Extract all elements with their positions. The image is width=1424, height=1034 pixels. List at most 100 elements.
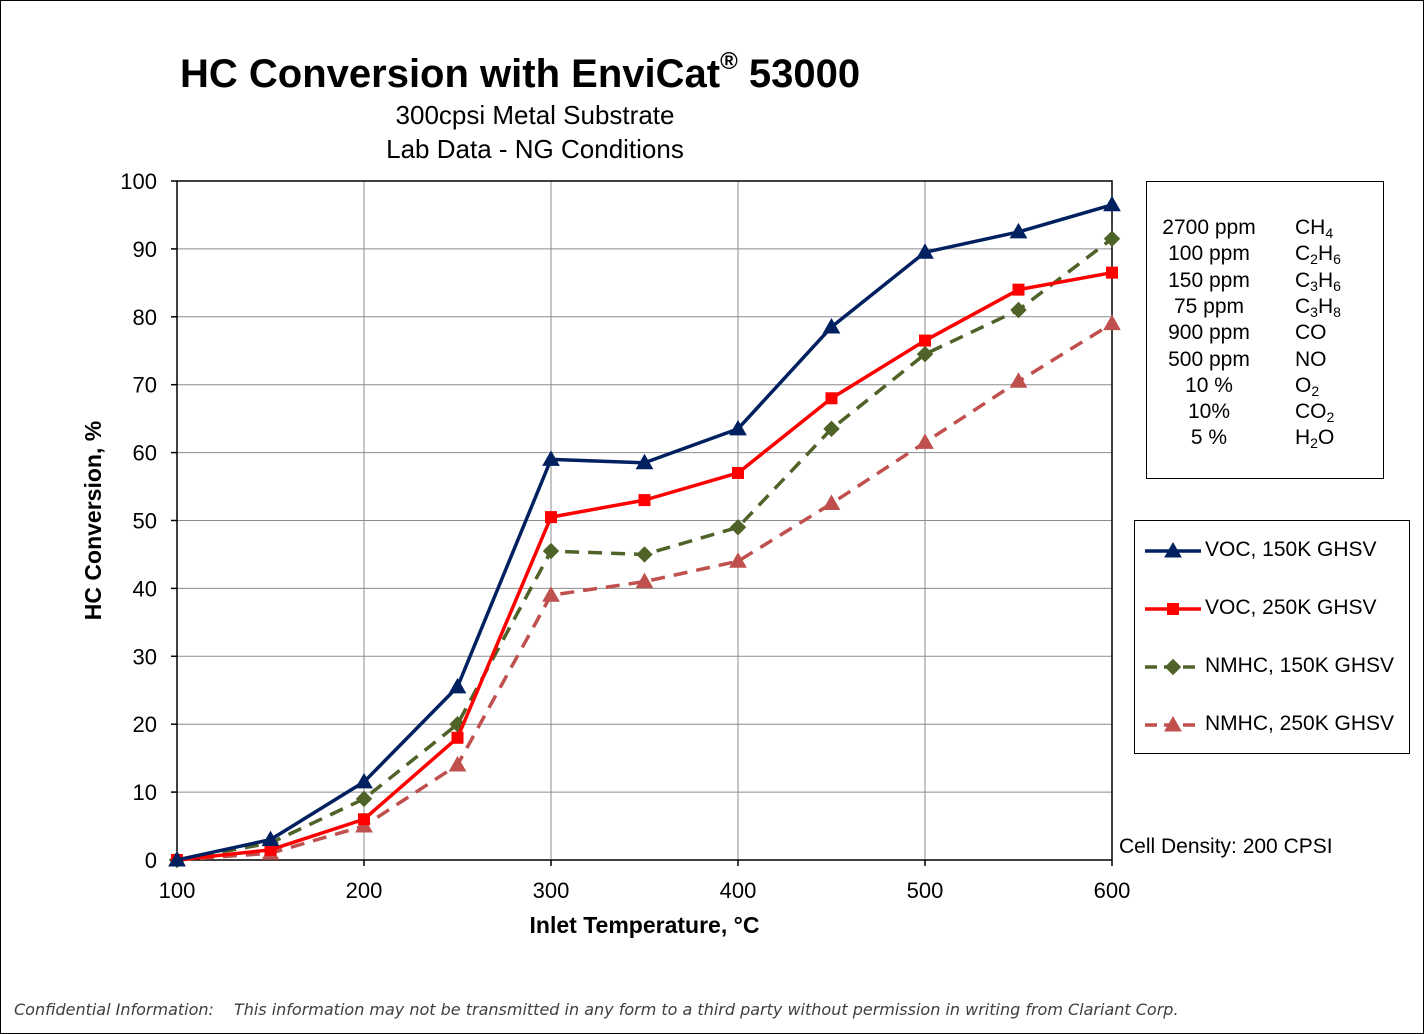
gas-composition-row: 150 ppm C3H6: [1147, 269, 1385, 295]
data-point: [823, 420, 840, 438]
chart-subtitle-1: 300cpsi Metal Substrate: [395, 100, 675, 130]
chart-title: HC Conversion with EnviCat® 53000: [180, 48, 861, 97]
gas-concentration: 10%: [1187, 400, 1231, 424]
gas-species: CH4: [1295, 216, 1334, 241]
data-point: [355, 772, 373, 789]
y-tick-label: 50: [133, 509, 157, 534]
gas-species: C3H8: [1295, 294, 1341, 320]
legend-swatch: [1145, 715, 1201, 732]
y-tick-label: 80: [133, 305, 157, 330]
legend-item: VOC, 250K GHSV: [1135, 593, 1411, 623]
data-point: [542, 542, 560, 560]
y-tick-label: 30: [133, 644, 157, 669]
gas-composition-row: 2700 ppm CH4: [1147, 216, 1385, 242]
y-tick-label: 60: [133, 441, 157, 466]
gas-species: C3H6: [1295, 268, 1341, 294]
data-point: [919, 334, 931, 347]
data-point: [822, 317, 841, 334]
y-tick-label: 70: [133, 373, 157, 398]
data-point: [1012, 283, 1025, 296]
gas-composition-row: 75 ppm C3H8: [1147, 295, 1385, 321]
data-point: [1106, 266, 1118, 279]
gas-species: O2: [1295, 373, 1320, 399]
y-tick-label: 10: [133, 780, 157, 805]
gas-composition-row: 10 % O2: [1147, 374, 1385, 400]
legend-swatch: [1145, 658, 1201, 676]
series-line: [176, 203, 1113, 862]
legend-label: VOC, 150K GHSV: [1205, 538, 1377, 561]
legend-item: NMHC, 150K GHSV: [1135, 651, 1411, 681]
x-tick-label: 500: [907, 878, 944, 903]
legend: VOC, 150K GHSV VOC, 250K GHSV NMHC, 150K G…: [1134, 520, 1410, 754]
x-tick-label: 400: [720, 878, 757, 903]
gas-composition-box: 2700 ppm CH4 100 ppm C2H6 150 ppm C3H6 75 ppm C…: [1146, 181, 1384, 479]
data-point: [635, 453, 654, 470]
data-point: [916, 433, 934, 449]
data-point: [451, 731, 464, 744]
data-point: [542, 586, 560, 602]
data-point: [732, 466, 744, 479]
gas-concentration: 150 ppm: [1168, 268, 1250, 292]
cell-density-annotation: Cell Density: 200 CPSI: [1119, 835, 1333, 858]
x-tick-label: 100: [159, 878, 196, 903]
legend-item: NMHC, 250K GHSV: [1135, 709, 1411, 739]
gas-species: H2O: [1295, 426, 1335, 452]
gas-composition-row: 100 ppm C2H6: [1147, 242, 1385, 268]
data-point: [729, 552, 747, 568]
gas-concentration: 500 ppm: [1168, 347, 1250, 371]
data-point: [1009, 222, 1028, 239]
gas-species: C2H6: [1295, 242, 1341, 268]
data-point: [635, 572, 654, 589]
series-voc-250k-ghsv: [171, 266, 1118, 866]
y-tick-label: 40: [133, 576, 157, 601]
data-point: [355, 790, 373, 808]
gas-concentration: 5 %: [1190, 426, 1228, 450]
confidential-footer: Confidential Information: This informatio…: [14, 1000, 1179, 1019]
legend-marker: [1164, 541, 1182, 558]
gas-composition-row: 5 % H2O: [1147, 426, 1385, 452]
data-point: [448, 755, 467, 772]
legend-marker: [1164, 658, 1182, 676]
series-line: [176, 322, 1113, 862]
data-point: [1009, 372, 1028, 388]
data-point: [916, 345, 934, 363]
x-axis-label: Inlet Temperature, °C: [530, 912, 760, 938]
legend-swatch: [1145, 603, 1201, 615]
gas-composition-row: 900 ppm CO: [1147, 321, 1385, 347]
data-point: [1103, 230, 1121, 247]
data-point: [261, 830, 280, 847]
legend-swatch: [1145, 541, 1201, 558]
series-nmhc-250k-ghsv: [168, 314, 1121, 867]
series-line: [176, 270, 1113, 862]
data-point: [448, 677, 467, 694]
data-point: [729, 519, 747, 536]
data-point: [825, 392, 838, 405]
x-tick-label: 300: [533, 878, 570, 903]
data-point: [638, 494, 651, 507]
gas-composition-row: 10% CO2: [1147, 400, 1385, 426]
y-tick-label: 0: [145, 848, 157, 873]
data-point: [636, 546, 653, 563]
data-point: [1010, 301, 1027, 319]
data-point: [1103, 314, 1121, 331]
data-point: [358, 813, 370, 826]
data-point: [729, 419, 747, 436]
gas-species: CO2: [1295, 400, 1335, 426]
gas-concentration: 900 ppm: [1168, 321, 1250, 345]
gas-concentration: 10 %: [1185, 373, 1233, 397]
gas-species: CO: [1295, 321, 1327, 345]
legend-marker: [1167, 603, 1179, 615]
legend-label: VOC, 250K GHSV: [1205, 596, 1377, 619]
legend-marker: [1164, 715, 1182, 732]
data-point: [542, 450, 560, 466]
gas-composition-row: 500 ppm NO: [1147, 348, 1385, 374]
y-axis-label: HC Conversion, %: [80, 421, 106, 620]
legend-item: VOC, 150K GHSV: [1135, 535, 1411, 565]
y-tick-label: 20: [133, 712, 157, 737]
series-voc-150k-ghsv: [168, 195, 1121, 867]
gas-concentration: 100 ppm: [1168, 242, 1250, 266]
legend-label: NMHC, 150K GHSV: [1205, 654, 1395, 677]
x-tick-label: 600: [1094, 878, 1131, 903]
legend-label: NMHC, 250K GHSV: [1205, 712, 1395, 735]
